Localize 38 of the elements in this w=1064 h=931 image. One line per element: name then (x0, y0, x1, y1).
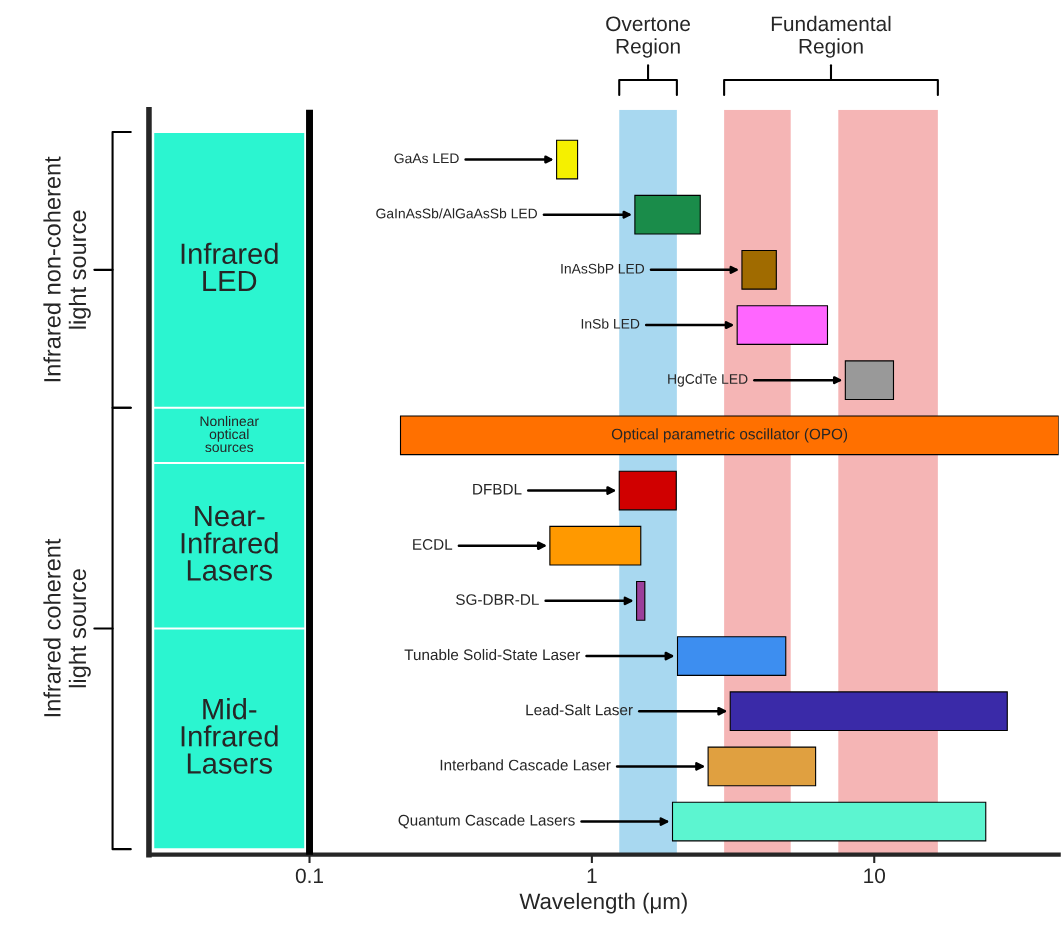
bar (634, 194, 701, 235)
x-tick-label: 10 (864, 868, 886, 884)
bar (741, 249, 777, 290)
band-label: Fundamental Region (771, 15, 891, 58)
y-tick-label: HgCdTe LED (668, 373, 748, 387)
text: Infrared non-coherent light source (43, 156, 91, 382)
bar (844, 360, 895, 401)
bar (556, 139, 579, 180)
bar (736, 305, 829, 345)
annotation: Mid- Infrared Lasers (181, 698, 278, 774)
bar (549, 525, 642, 566)
band-label: Overtone Region (606, 16, 690, 58)
text: Infrared coherent light source (43, 538, 91, 717)
y-tick-label: ECDL (413, 538, 453, 550)
bar (676, 636, 787, 676)
y-tick-label: DFBDL (473, 483, 522, 495)
y-tick-label: InAsSbP LED (561, 263, 645, 274)
y-tick-label: Interband Cascade Laser (440, 759, 611, 771)
bar (618, 470, 677, 511)
x-axis-title: Wavelength (μm) (519, 892, 687, 914)
bar (399, 415, 1059, 456)
annotation: Nonlinear optical sources (200, 415, 259, 453)
y-tick-label: SG-DBR-DL (456, 594, 539, 605)
y-tick-label: Quantum Cascade Lasers (398, 814, 575, 829)
y-tick-label: GaInAsSb/AlGaAsSb LED (376, 208, 537, 219)
x-tick-label: 1 (587, 868, 597, 883)
annotation: Near- Infrared Lasers (181, 505, 278, 581)
x-tick-label: 0.1 (295, 868, 323, 884)
y-tick-label: Optical parametric oscillator (OPO) (611, 428, 848, 443)
bar (671, 801, 987, 842)
bar (636, 581, 646, 621)
y-tick-label: GaAs LED (394, 153, 459, 164)
bar (707, 746, 817, 787)
bar (729, 691, 1008, 732)
y-tick-label: InSb LED (581, 318, 640, 329)
annotation: Infrared LED (181, 242, 278, 291)
y-tick-label: Tunable Solid-State Laser (404, 648, 581, 661)
y-tick-label: Lead-Salt Laser (526, 704, 633, 716)
